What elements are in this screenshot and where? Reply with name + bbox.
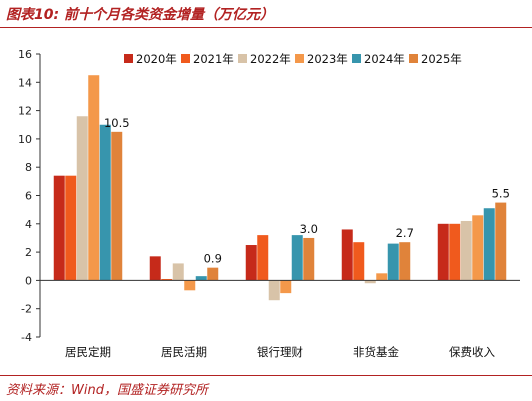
y-tick-label: 4 <box>25 218 32 231</box>
bar-2020年-银行理财 <box>245 245 257 281</box>
y-tick-label: -2 <box>21 303 32 316</box>
bar-2024年-居民活期 <box>195 276 207 281</box>
data-label: 2.7 <box>396 226 414 240</box>
legend-label: 2024年 <box>364 52 405 66</box>
category-label: 居民活期 <box>161 345 207 359</box>
data-label: 10.5 <box>104 116 130 130</box>
bar-2024年-居民定期 <box>99 124 111 281</box>
bar-chart: 16 14 12 10 8 6 4 2 0 -2 -4 居民定期 居民活期 银行理财 非货基金 保费收入 10.… <box>18 48 520 359</box>
y-tick-label: 12 <box>18 105 32 118</box>
bar-2021年-保费收入 <box>449 223 461 281</box>
bar-2023年-非货基金 <box>376 273 388 281</box>
y-tick-label: 6 <box>25 190 32 203</box>
bar-2023年-居民定期 <box>88 75 100 281</box>
bar-2020年-保费收入 <box>437 223 449 281</box>
title-bar: 图表10: 前十个月各类资金增量（万亿元） <box>0 0 532 26</box>
chart-title: 图表10: 前十个月各类资金增量（万亿元） <box>6 7 274 23</box>
bar-2022年-银行理财 <box>268 280 280 301</box>
legend-swatch-2020年 <box>124 54 133 63</box>
bar-2022年-居民定期 <box>76 116 88 281</box>
bar-2020年-非货基金 <box>341 229 353 281</box>
legend-swatch-2023年 <box>295 54 304 63</box>
legend-swatch-2024年 <box>352 54 361 63</box>
bar-2025年-居民活期 <box>207 267 219 281</box>
bar-2025年-居民定期 <box>111 131 123 281</box>
y-tick-label: -4 <box>21 331 32 344</box>
category-label: 保费收入 <box>449 345 495 359</box>
data-label: 5.5 <box>492 187 510 201</box>
category-label: 银行理财 <box>257 345 303 359</box>
legend-label: 2023年 <box>307 52 348 66</box>
bar-2024年-非货基金 <box>387 243 399 281</box>
legend-label: 2022年 <box>250 52 291 66</box>
bar-2024年-保费收入 <box>483 208 495 281</box>
category-label: 居民定期 <box>65 345 111 359</box>
data-label: 0.9 <box>204 252 222 266</box>
bar-2023年-保费收入 <box>472 215 484 281</box>
legend-label: 2020年 <box>136 52 177 66</box>
legend-swatch-2021年 <box>181 54 190 63</box>
bar-2023年-居民活期 <box>184 280 196 291</box>
bar-2024年-银行理财 <box>291 235 303 281</box>
y-tick-label: 8 <box>25 161 32 174</box>
bar-2025年-保费收入 <box>495 202 507 281</box>
bar-2020年-居民定期 <box>53 175 65 281</box>
legend-label: 2025年 <box>421 52 462 66</box>
bar-2021年-居民定期 <box>65 175 77 281</box>
category-label: 非货基金 <box>353 345 399 359</box>
y-tick-label: 10 <box>18 133 32 146</box>
bar-2022年-非货基金 <box>364 280 376 284</box>
source-divider <box>0 375 532 376</box>
legend-swatch-2025年 <box>409 54 418 63</box>
data-label: 3.0 <box>300 222 318 236</box>
bar-2025年-银行理财 <box>303 237 315 281</box>
y-tick-label: 0 <box>25 274 32 287</box>
bar-2021年-非货基金 <box>353 242 365 281</box>
bar-2021年-银行理财 <box>257 235 269 281</box>
legend-label: 2021年 <box>193 52 234 66</box>
legend-swatch-2022年 <box>238 54 247 63</box>
bar-2022年-保费收入 <box>460 220 472 281</box>
bar-2021年-居民活期 <box>161 278 173 281</box>
y-tick-label: 14 <box>18 76 32 89</box>
y-tick-label: 2 <box>25 246 32 259</box>
bar-2023年-银行理财 <box>280 280 292 294</box>
bar-2020年-居民活期 <box>149 256 161 281</box>
y-tick-label: 16 <box>18 48 32 61</box>
title-divider <box>0 27 532 28</box>
bar-2025年-非货基金 <box>399 242 411 281</box>
source-note: 资料来源：Wind，国盛证券研究所 <box>6 383 208 398</box>
bar-2022年-居民活期 <box>172 263 184 281</box>
